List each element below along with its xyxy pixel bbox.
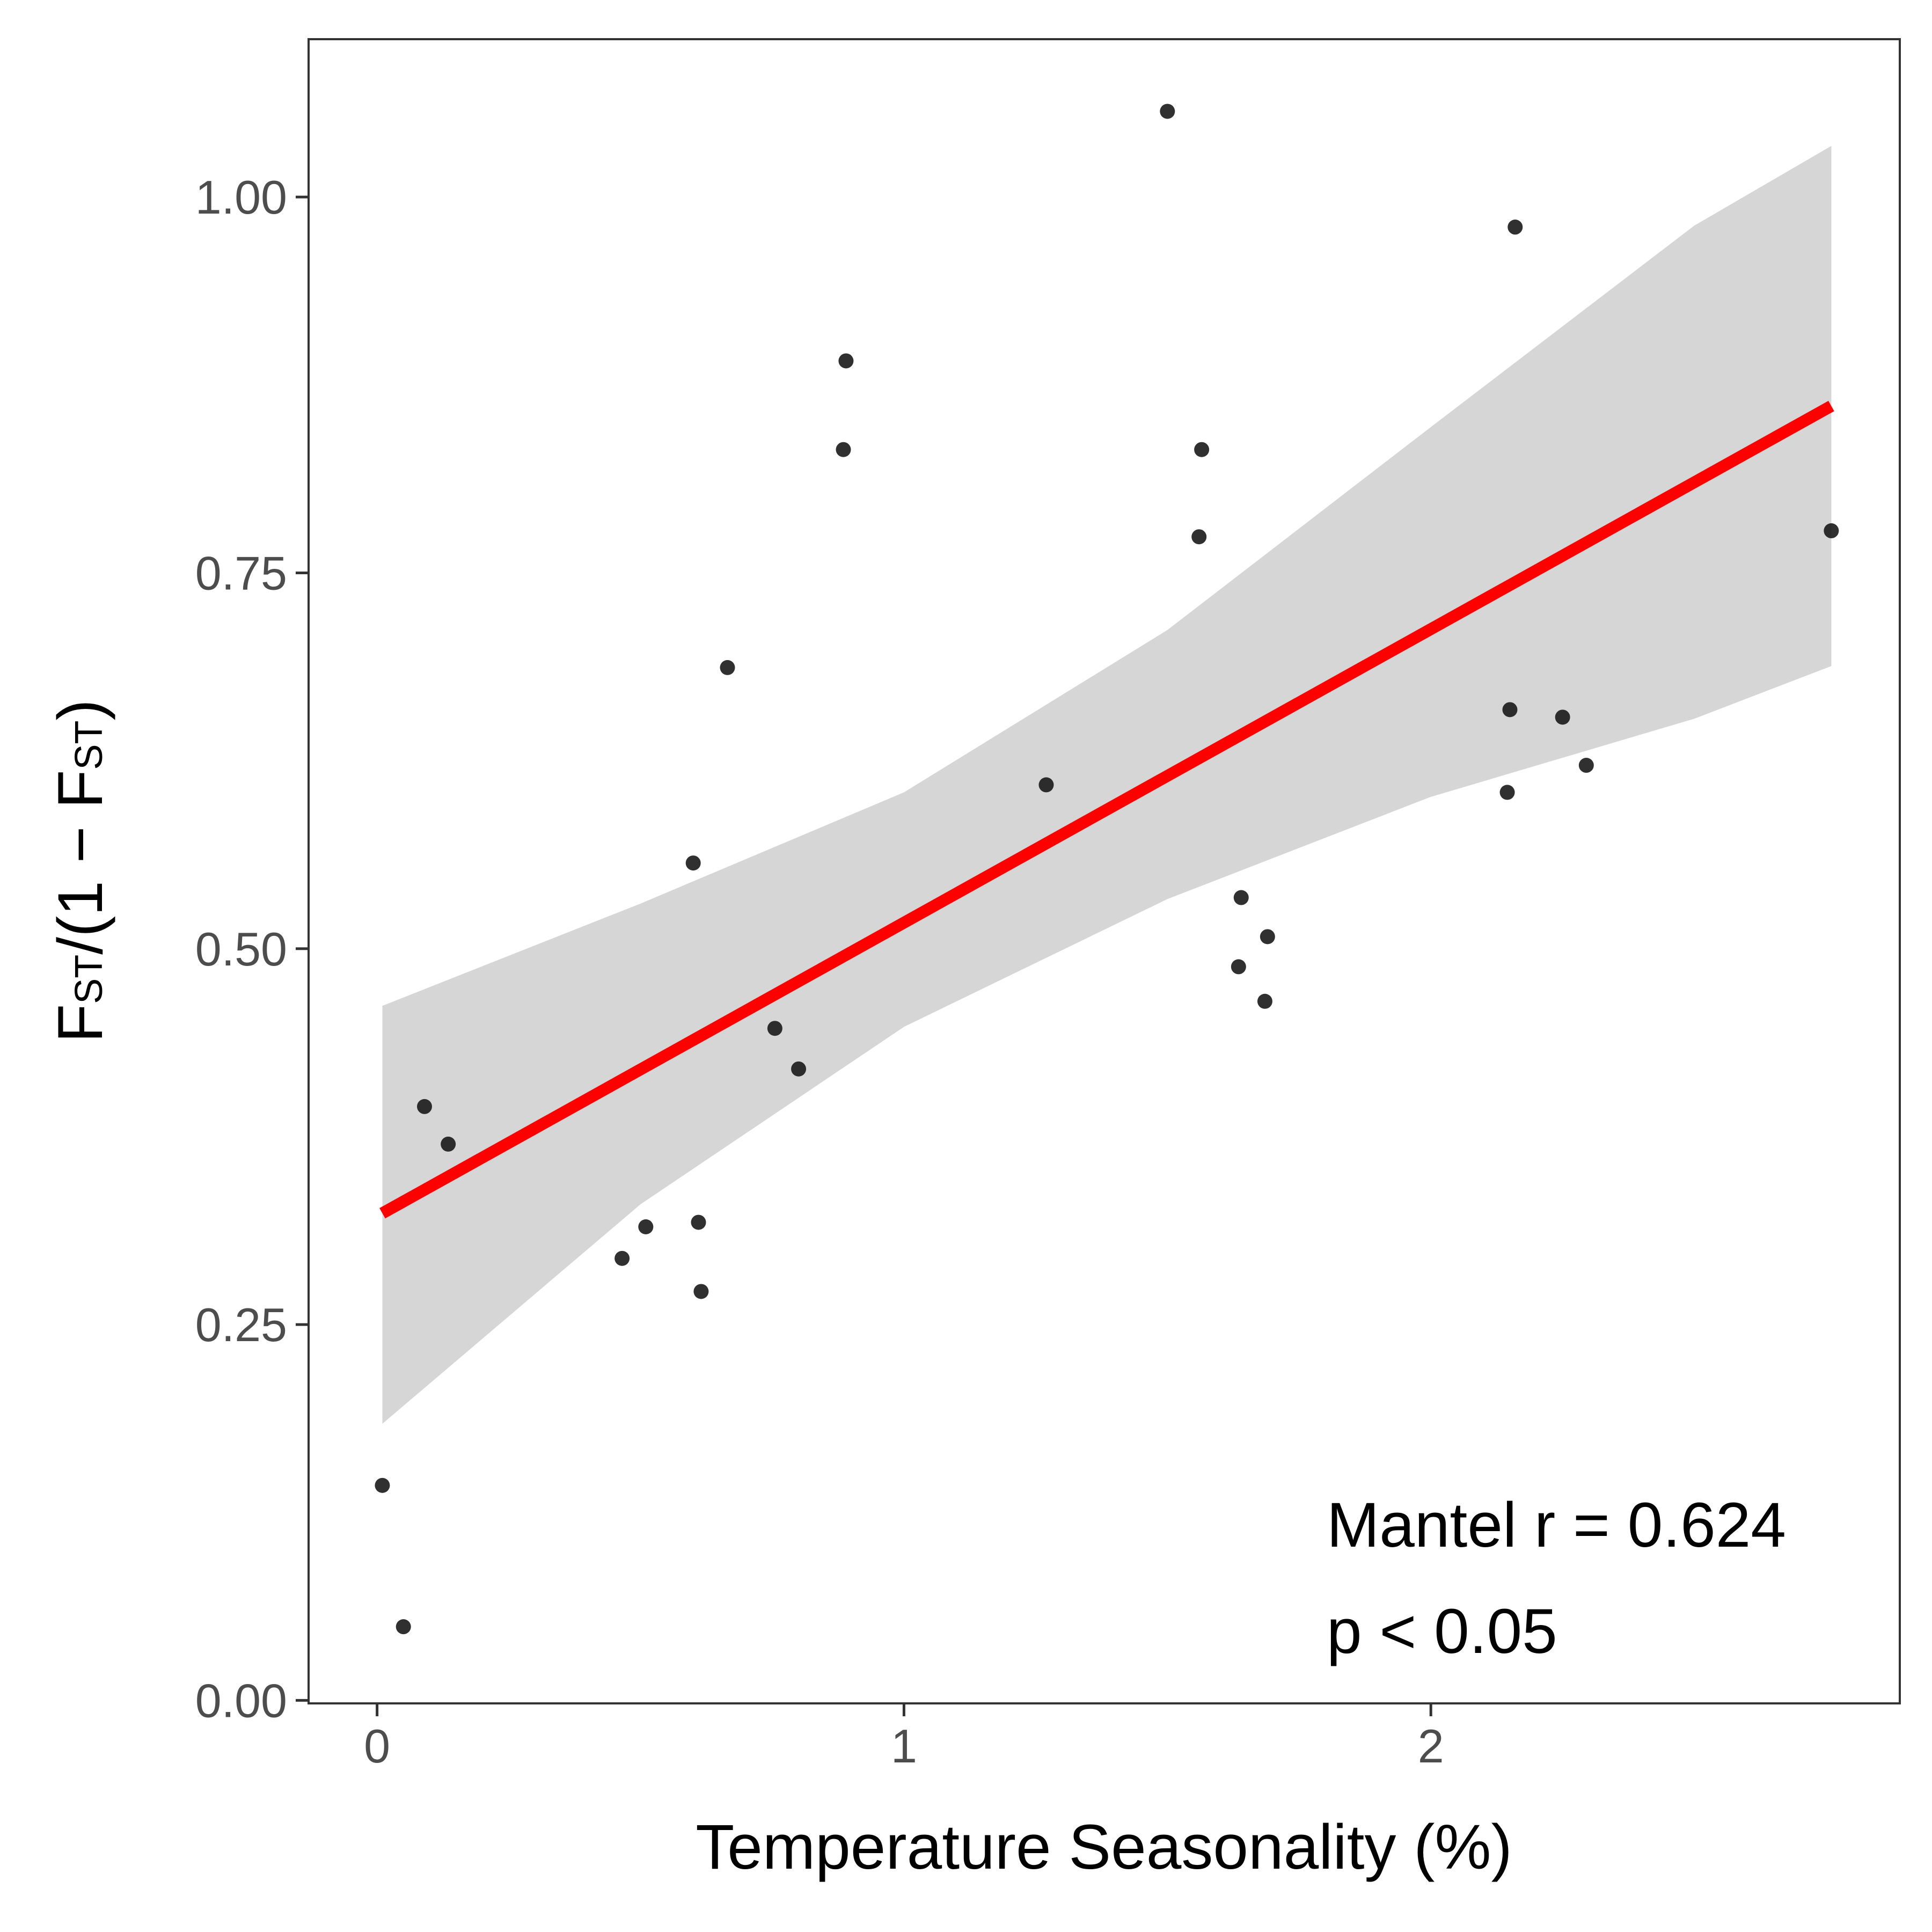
data-point: [720, 660, 735, 675]
data-point: [416, 1099, 432, 1114]
data-point: [838, 353, 854, 369]
data-point: [1260, 929, 1275, 945]
data-point: [836, 442, 851, 457]
x-tick-label: 0: [364, 1719, 390, 1773]
x-tick-label: 2: [1418, 1719, 1444, 1773]
y-tick-label: 1.00: [195, 171, 287, 224]
data-point: [1160, 104, 1175, 119]
x-axis: 0 1 2: [364, 1703, 1444, 1773]
data-point: [1194, 442, 1210, 457]
x-axis-title: Temperature Seasonality (%): [696, 1812, 1512, 1883]
data-point: [638, 1219, 654, 1234]
y-tick-label: 0.75: [195, 546, 287, 599]
data-point: [685, 855, 701, 871]
confidence-band: [382, 145, 1832, 1424]
data-point: [791, 1061, 807, 1077]
data-point: [1824, 523, 1839, 539]
data-point: [1507, 219, 1523, 235]
data-point: [767, 1021, 782, 1036]
data-point: [691, 1214, 706, 1230]
y-axis-title: FST/(1 − FST): [45, 699, 116, 1043]
data-point: [1231, 959, 1246, 975]
y-axis: 0.00 0.25 0.50 0.75 1.00: [195, 171, 309, 1727]
data-point: [614, 1250, 630, 1266]
data-point: [1555, 709, 1570, 725]
data-point: [1502, 702, 1518, 718]
data-point: [1578, 758, 1594, 773]
x-tick-label: 1: [891, 1719, 917, 1773]
data-points: [375, 104, 1839, 1635]
data-point: [1257, 993, 1272, 1009]
plot-border: [308, 38, 1901, 1704]
data-point: [1191, 529, 1207, 545]
y-tick-label: 0.50: [195, 923, 287, 976]
data-point: [693, 1284, 709, 1299]
data-point: [396, 1619, 411, 1635]
data-point: [1499, 785, 1515, 800]
data-point: [441, 1136, 456, 1152]
y-tick-label: 0.00: [195, 1674, 287, 1727]
y-tick-label: 0.25: [195, 1298, 287, 1351]
data-point: [1038, 777, 1054, 793]
p-value-annotation: p < 0.05: [1327, 1596, 1557, 1667]
regression-line: [379, 400, 1834, 1219]
data-point: [1233, 890, 1249, 905]
data-point: [375, 1477, 390, 1493]
mantel-annotation: Mantel r = 0.624: [1327, 1490, 1786, 1561]
